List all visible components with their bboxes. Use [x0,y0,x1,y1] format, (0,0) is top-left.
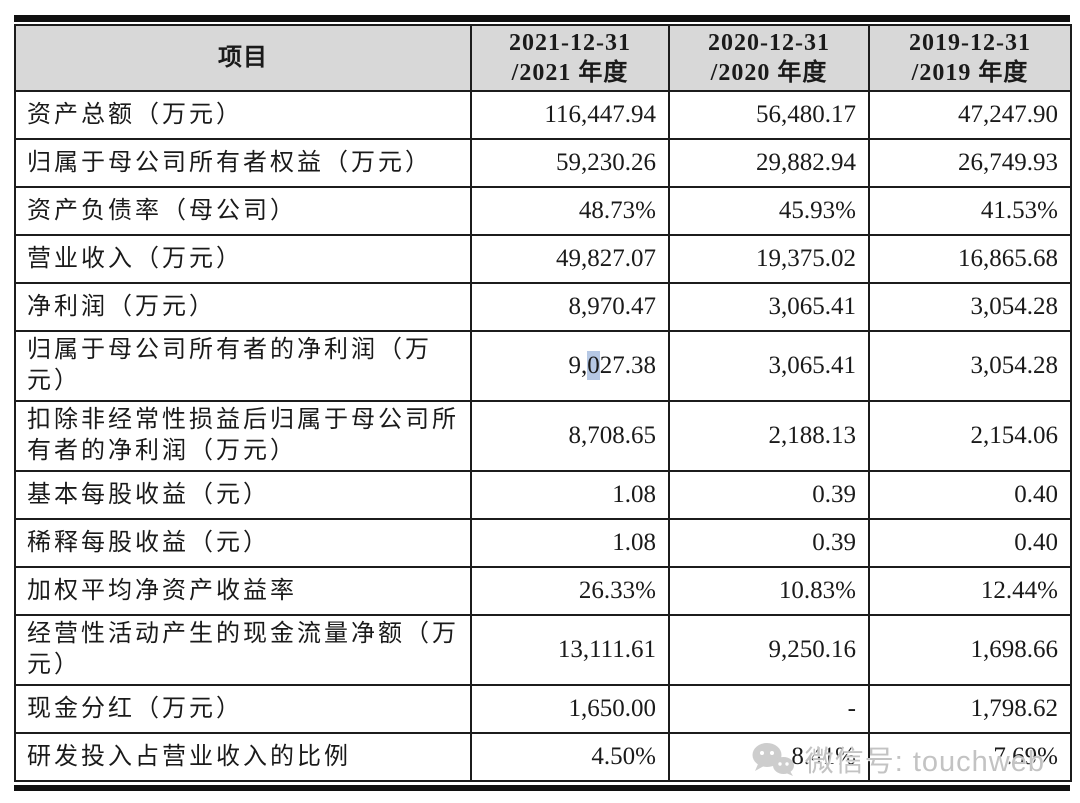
row-value: 12.44% [868,566,1072,616]
row-value: 8,970.47 [470,282,670,332]
watermark-text: 微信号: touchweb [804,746,1045,778]
row-value: 3,054.28 [868,282,1072,332]
header-col-line2: /2020 年度 [710,60,828,86]
row-value: - [668,684,870,734]
row-label: 营业收入（万元） [14,234,472,284]
row-value: 29,882.94 [668,138,870,188]
table-row: 经营性活动产生的现金流量净额（万元） 13,111.61 9,250.16 1,… [14,614,1072,686]
table-row: 扣除非经常性损益后归属于母公司所有者的净利润（万元） 8,708.65 2,18… [14,400,1072,472]
table-row: 资产负债率（母公司） 48.73% 45.93% 41.53% [14,186,1072,236]
row-label: 研发投入占营业收入的比例 [14,732,472,782]
row-value: 0.40 [868,470,1072,520]
row-value: 10.83% [668,566,870,616]
row-value: 1.08 [470,518,670,568]
table-row: 现金分红（万元） 1,650.00 - 1,798.62 [14,684,1072,734]
row-value: 16,865.68 [868,234,1072,284]
row-value: 9,027.38 [470,330,670,402]
row-value: 0.40 [868,518,1072,568]
row-label: 基本每股收益（元） [14,470,472,520]
row-value: 41.53% [868,186,1072,236]
header-item-cell: 项目 [14,24,472,92]
header-col-2021: 2021-12-31 /2021 年度 [470,24,670,92]
row-label: 归属于母公司所有者权益（万元） [14,138,472,188]
row-value: 0.39 [668,518,870,568]
row-value: 3,054.28 [868,330,1072,402]
header-row: 项目 2021-12-31 /2021 年度 2020-12-31 /2020 … [14,24,1072,92]
row-value: 26.33% [470,566,670,616]
header-col-line1: 2020-12-31 [708,30,830,56]
financial-summary-table: 项目 2021-12-31 /2021 年度 2020-12-31 /2020 … [14,24,1072,782]
row-value: 7.69% [868,732,1072,782]
header-col-2020: 2020-12-31 /2020 年度 [668,24,870,92]
table-row: 基本每股收益（元） 1.08 0.39 0.40 [14,470,1072,520]
table-row: 资产总额（万元） 116,447.94 56,480.17 47,247.90 [14,90,1072,140]
table-body: 资产总额（万元） 116,447.94 56,480.17 47,247.90 … [14,90,1072,782]
row-value: 116,447.94 [470,90,670,140]
row-label: 净利润（万元） [14,282,472,332]
row-value: 59,230.26 [470,138,670,188]
table-row: 归属于母公司所有者权益（万元） 59,230.26 29,882.94 26,7… [14,138,1072,188]
row-label: 资产总额（万元） [14,90,472,140]
header-col-line2: /2019 年度 [911,60,1029,86]
table-header: 项目 2021-12-31 /2021 年度 2020-12-31 /2020 … [14,24,1072,92]
row-value: 1,650.00 [470,684,670,734]
row-value: 3,065.41 [668,282,870,332]
row-value: 8,708.65 [470,400,670,472]
row-value: 4.50% [470,732,670,782]
row-value: 26,749.93 [868,138,1072,188]
row-value: 3,065.41 [668,330,870,402]
row-value: 2,154.06 [868,400,1072,472]
header-item-label: 项目 [218,45,268,71]
table-row: 稀释每股收益（元） 1.08 0.39 0.40 [14,518,1072,568]
table-frame: 项目 2021-12-31 /2021 年度 2020-12-31 /2020 … [14,15,1072,791]
row-value: 0.39 [668,470,870,520]
row-label: 归属于母公司所有者的净利润（万元） [14,330,472,402]
row-label: 现金分红（万元） [14,684,472,734]
table-row: 加权平均净资产收益率 26.33% 10.83% 12.44% [14,566,1072,616]
row-label: 稀释每股收益（元） [14,518,472,568]
table-row: 营业收入（万元） 49,827.07 19,375.02 16,865.68 [14,234,1072,284]
row-value: 13,111.61 [470,614,670,686]
row-value: 45.93% [668,186,870,236]
row-value: 1,798.62 [868,684,1072,734]
watermark: 微信号: touchweb [750,738,1045,780]
row-value: 9,250.16 [668,614,870,686]
row-value: 47,247.90 [868,90,1072,140]
row-value: 1.08 [470,470,670,520]
table-row: 净利润（万元） 8,970.47 3,065.41 3,054.28 [14,282,1072,332]
row-value: 2,188.13 [668,400,870,472]
row-value: 48.73% [470,186,670,236]
row-label: 扣除非经常性损益后归属于母公司所有者的净利润（万元） [14,400,472,472]
row-value: 49,827.07 [470,234,670,284]
row-label: 资产负债率（母公司） [14,186,472,236]
table-row: 归属于母公司所有者的净利润（万元） 9,027.38 3,065.41 3,05… [14,330,1072,402]
header-col-2019: 2019-12-31 /2019 年度 [868,24,1072,92]
row-value: 19,375.02 [668,234,870,284]
row-value: 56,480.17 [668,90,870,140]
value-prefix: 9, [568,352,588,379]
row-value: 1,698.66 [868,614,1072,686]
header-col-line2: /2021 年度 [511,60,629,86]
row-label: 加权平均净资产收益率 [14,566,472,616]
selected-text: 0 [587,351,600,380]
header-col-line1: 2021-12-31 [509,30,631,56]
header-col-line1: 2019-12-31 [909,30,1031,56]
wechat-icon [752,743,794,776]
value-suffix: 27.38 [599,352,656,379]
row-label: 经营性活动产生的现金流量净额（万元） [14,614,472,686]
